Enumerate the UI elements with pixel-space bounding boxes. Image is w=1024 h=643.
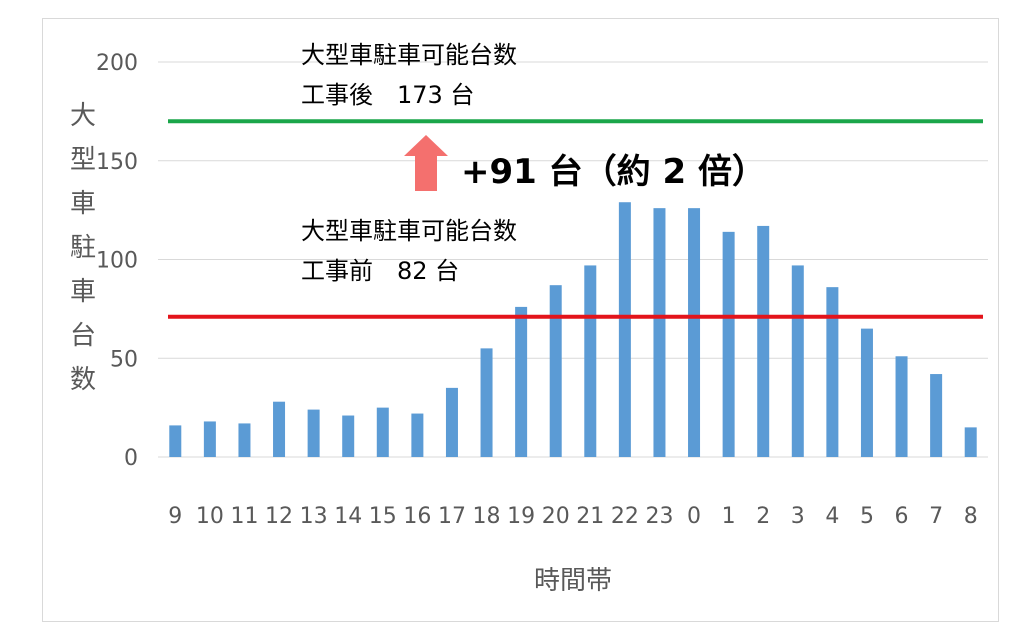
chart-frame: 0 50 100 150 200 9 10 11 12 13 14 15 16 17 18 19 20 21 22…: [42, 18, 999, 622]
bar: [411, 413, 424, 457]
x-tick-label: 6: [895, 504, 909, 529]
y-tick-label: 0: [124, 446, 138, 471]
bar: [480, 348, 493, 457]
x-tick-label: 1: [722, 504, 736, 529]
up-arrow-icon: [404, 135, 448, 191]
x-tick-label: 23: [645, 504, 673, 529]
bar: [618, 202, 631, 457]
x-tick-label: 11: [230, 504, 258, 529]
bar: [445, 387, 458, 457]
bars: [169, 202, 977, 457]
bar: [169, 425, 182, 457]
x-tick-label: 12: [265, 504, 293, 529]
x-tick-label: 0: [687, 504, 701, 529]
y-tick-label: 50: [110, 347, 138, 372]
bar: [895, 356, 908, 457]
x-tick-label: 20: [542, 504, 570, 529]
x-tick-label: 19: [507, 504, 535, 529]
bar: [273, 401, 286, 457]
x-tick-label: 18: [473, 504, 501, 529]
bar: [688, 208, 701, 457]
bar: [930, 374, 943, 457]
bar: [722, 231, 735, 457]
bar: [653, 208, 666, 457]
x-tick-label: 14: [334, 504, 362, 529]
bar: [757, 225, 770, 457]
y-tick-labels: 0 50 100 150 200: [96, 51, 138, 471]
x-tick-label: 5: [860, 504, 874, 529]
x-tick-label: 21: [576, 504, 604, 529]
bar: [964, 427, 977, 457]
bar: [342, 415, 355, 457]
bar: [203, 421, 216, 457]
bar: [515, 306, 528, 457]
x-tick-label: 3: [791, 504, 805, 529]
x-tick-label: 7: [929, 504, 943, 529]
bar: [826, 287, 839, 457]
after-label-line2: 工事後 173 台: [301, 81, 474, 109]
x-tick-label: 16: [403, 504, 431, 529]
x-tick-label: 15: [369, 504, 397, 529]
y-axis-title: 大型車駐車台数: [70, 101, 96, 395]
bar: [860, 328, 873, 457]
y-tick-label: 200: [96, 51, 138, 76]
x-tick-label: 9: [168, 504, 182, 529]
bar: [584, 265, 597, 457]
y-tick-label: 100: [96, 249, 138, 274]
reference-lines: [168, 119, 983, 319]
gridlines: [158, 61, 988, 458]
before-label-line2: 工事前 82 台: [301, 257, 459, 285]
x-tick-labels: 9 10 11 12 13 14 15 16 17 18 19 20 21 22 23 0 1 2 3 4 5 6 7 8: [168, 504, 977, 529]
after-label-line1: 大型車駐車可能台数: [301, 41, 517, 69]
bar: [238, 423, 251, 457]
x-tick-label: 13: [300, 504, 328, 529]
x-tick-label: 4: [825, 504, 839, 529]
x-tick-label: 8: [964, 504, 978, 529]
bar: [791, 265, 804, 457]
x-tick-label: 17: [438, 504, 466, 529]
before-label-line1: 大型車駐車可能台数: [301, 217, 517, 245]
increase-annotation: +91 台（約 2 倍）: [461, 152, 766, 192]
x-tick-label: 2: [756, 504, 770, 529]
bar: [549, 285, 562, 457]
x-tick-label: 22: [611, 504, 639, 529]
bar: [307, 409, 320, 457]
bar: [376, 407, 389, 457]
y-tick-label: 150: [96, 150, 138, 175]
x-axis-title: 時間帯: [534, 566, 612, 596]
x-tick-label: 10: [196, 504, 224, 529]
